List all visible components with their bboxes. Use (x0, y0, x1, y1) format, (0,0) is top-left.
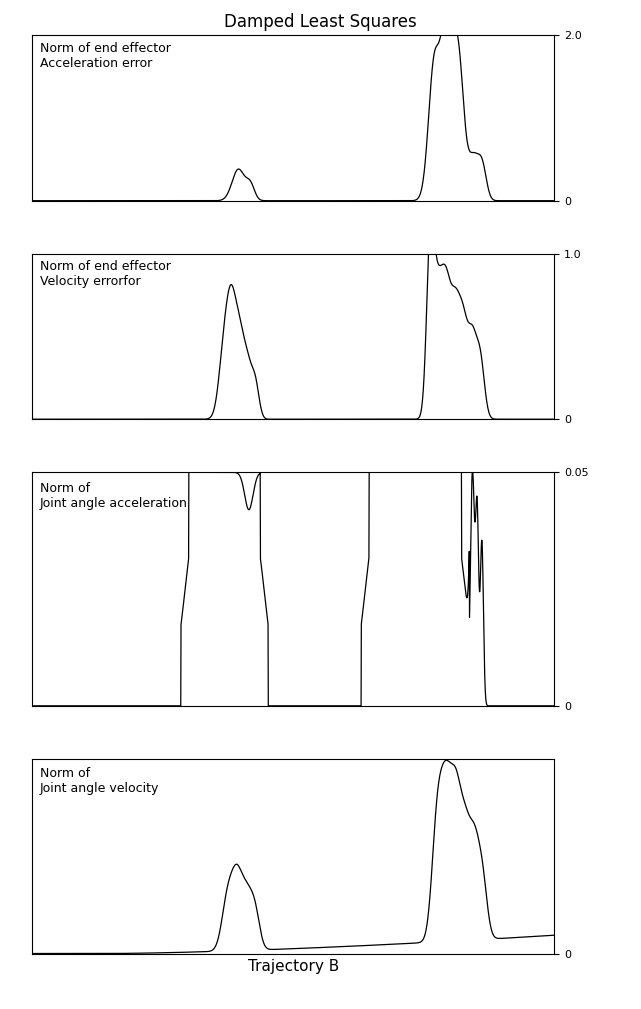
Text: Damped Least Squares: Damped Least Squares (224, 13, 417, 31)
Text: Norm of end effector
Velocity errorfor: Norm of end effector Velocity errorfor (40, 260, 171, 289)
Text: Norm of
Joint angle acceleration: Norm of Joint angle acceleration (40, 481, 188, 510)
X-axis label: Trajectory B: Trajectory B (247, 960, 339, 974)
Text: Norm of
Joint angle velocity: Norm of Joint angle velocity (40, 767, 159, 795)
Text: Norm of end effector
Acceleration error: Norm of end effector Acceleration error (40, 42, 171, 70)
